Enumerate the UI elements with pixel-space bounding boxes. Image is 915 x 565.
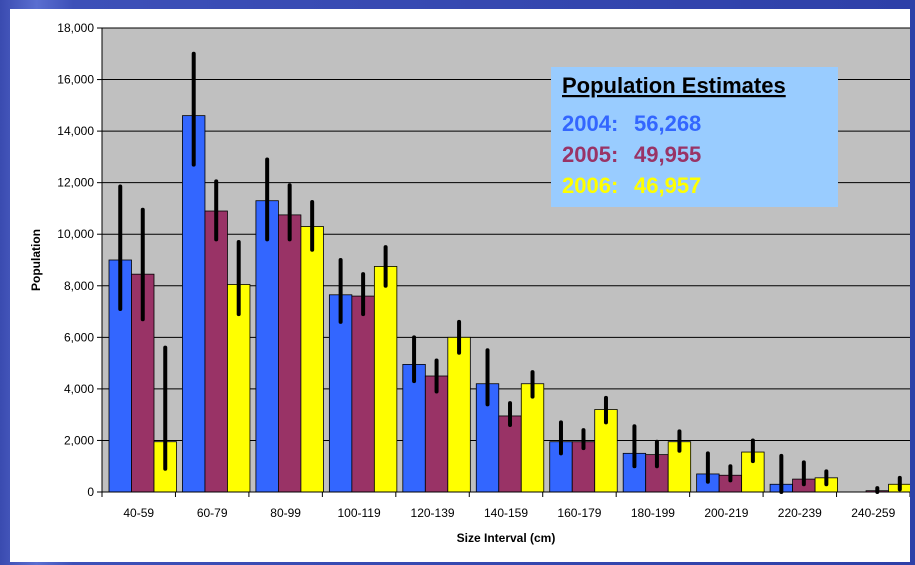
y-axis-title: Population	[29, 229, 43, 291]
y-tick-label: 14,000	[57, 124, 94, 138]
x-tick-label: 140-159	[484, 506, 528, 520]
y-tick-label: 6,000	[64, 330, 94, 344]
bar-2004-60-79	[182, 115, 206, 493]
legend-title: Population Estimates	[562, 73, 786, 98]
bar-2004-120-139	[402, 363, 426, 493]
legend-entry-2005-value: 49,955	[634, 142, 701, 167]
axes	[97, 27, 910, 497]
y-tick-label: 2,000	[64, 433, 94, 447]
x-tick-label: 160-179	[557, 506, 601, 520]
bar-2004-100-119	[328, 294, 353, 493]
legend-entry-2006-label: 2006:	[562, 173, 618, 198]
bar-2005-80-99	[278, 214, 302, 493]
y-tick-label: 16,000	[57, 73, 94, 87]
bar-2005-60-79	[204, 210, 228, 493]
error-bars	[118, 51, 902, 494]
x-axis-title: Size Interval (cm)	[457, 531, 556, 545]
x-tick-labels: 40-59 60-79 80-99 100-119 120-139 140-159 160-…	[123, 506, 895, 520]
y-tick-label: 12,000	[57, 176, 94, 190]
x-tick-label: 200-219	[704, 506, 748, 520]
x-tick-label: 40-59	[123, 506, 154, 520]
legend-entry-2005-label: 2005:	[562, 142, 618, 167]
x-tick-label: 220-239	[778, 506, 822, 520]
y-tick-label: 0	[87, 485, 94, 499]
legend-background	[551, 67, 838, 207]
chart-panel: 0 2,000 4,000 6,000 8,000 10,000 12,000 14,000 1…	[10, 9, 910, 562]
y-tick-label: 4,000	[64, 382, 94, 396]
legend-entry-2006: 2006: 46,957	[562, 173, 701, 198]
y-tick-label: 18,000	[57, 21, 94, 35]
bars	[108, 115, 910, 493]
population-estimates-box: Population Estimates 2004: 56,268 2005: …	[551, 67, 838, 207]
bar-2006-100-119	[373, 266, 398, 493]
y-tick-labels: 0 2,000 4,000 6,000 8,000 10,000 12,000 14,000 1…	[57, 21, 94, 499]
legend-entry-2004: 2004: 56,268	[562, 111, 701, 136]
x-tick-label: 100-119	[338, 506, 381, 520]
bar-2006-120-139	[447, 336, 471, 493]
x-tick-label: 120-139	[411, 506, 455, 520]
x-tick-label: 60-79	[197, 506, 228, 520]
y-tick-label: 8,000	[64, 279, 94, 293]
y-tick-label: 10,000	[57, 227, 94, 241]
x-tick-label: 80-99	[270, 506, 301, 520]
legend-entry-2004-label: 2004:	[562, 111, 618, 136]
bar-2005-100-119	[351, 295, 375, 493]
legend-entry-2004-value: 56,268	[634, 111, 701, 136]
bar-2005-140-159	[498, 415, 522, 493]
population-bar-chart: 0 2,000 4,000 6,000 8,000 10,000 12,000 14,000 1…	[29, 21, 910, 545]
bar-2006-140-159	[520, 383, 545, 493]
x-tick-label: 240-259	[851, 506, 895, 520]
legend-entry-2006-value: 46,957	[634, 173, 701, 198]
x-tick-label: 180-199	[631, 506, 675, 520]
legend-entry-2005: 2005: 49,955	[562, 142, 701, 167]
bar-2006-80-99	[300, 226, 324, 493]
bar-2004-80-99	[255, 200, 279, 493]
